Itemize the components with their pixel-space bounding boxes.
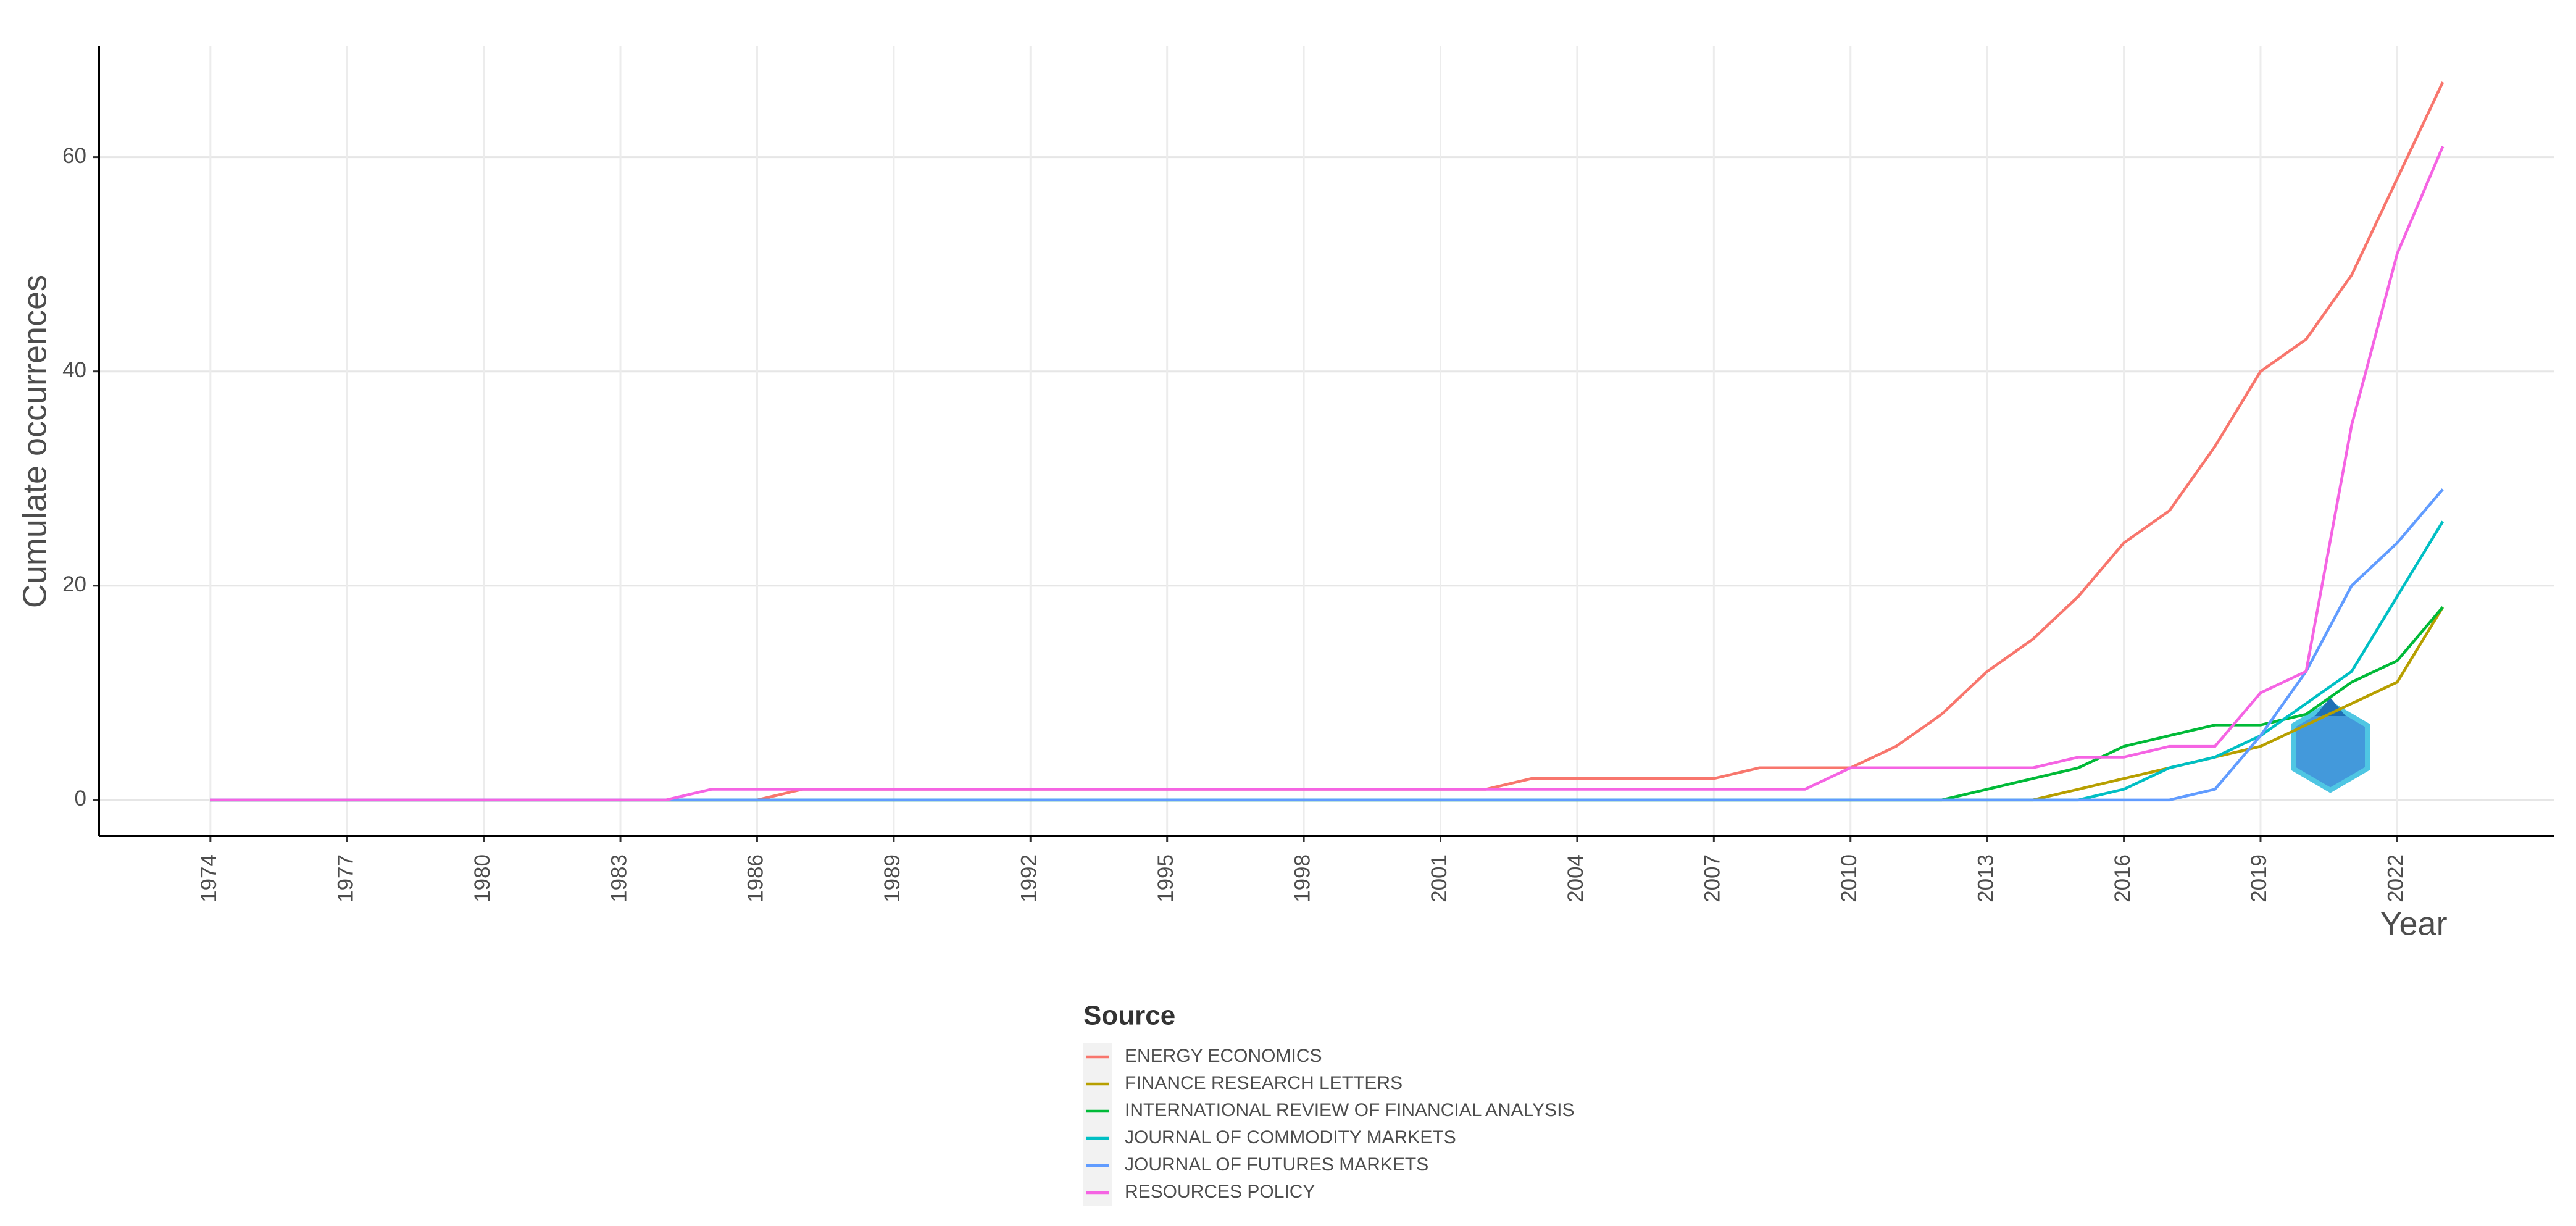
x-tick-label: 1995 [1154, 854, 1178, 903]
x-tick-label: 1998 [1290, 854, 1314, 903]
x-tick-label: 1974 [197, 854, 221, 903]
legend-label: JOURNAL OF FUTURES MARKETS [1125, 1154, 1428, 1175]
x-tick-label: 2022 [2384, 854, 2408, 903]
legend-label: INTERNATIONAL REVIEW OF FINANCIAL ANALYS… [1125, 1100, 1574, 1120]
legend-label: FINANCE RESEARCH LETTERS [1125, 1073, 1403, 1093]
legend-title: Source [1083, 1001, 1175, 1031]
y-tick-label: 0 [75, 786, 86, 811]
x-tick-label: 1980 [470, 854, 494, 903]
y-tick-label: 20 [62, 572, 86, 596]
y-tick-label: 40 [62, 358, 86, 382]
y-tick-label: 60 [62, 144, 86, 168]
x-tick-label: 1992 [1017, 854, 1041, 903]
x-tick-label: 1977 [333, 854, 357, 903]
series-line [210, 81, 2445, 802]
x-tick-label: 2013 [1974, 854, 1998, 903]
x-tick-label: 1983 [607, 854, 631, 903]
legend-label: JOURNAL OF COMMODITY MARKETS [1125, 1127, 1456, 1148]
x-tick-label: 2007 [1701, 854, 1725, 903]
series-line [210, 146, 2445, 802]
series-line [210, 606, 2444, 802]
x-tick-label: 2019 [2247, 854, 2271, 903]
x-tick-label: 2001 [1427, 854, 1451, 903]
legend-label: ENERGY ECONOMICS [1125, 1046, 1322, 1066]
x-tick-label: 1986 [744, 854, 768, 903]
x-axis-title: Year [2380, 905, 2447, 942]
x-tick-label: 2004 [1564, 854, 1588, 903]
x-tick-label: 2010 [1837, 854, 1861, 903]
x-tick-label: 1989 [880, 854, 904, 903]
y-axis-title: Cumulate occurrences [16, 275, 53, 608]
x-tick-label: 2016 [2111, 854, 2135, 903]
series-line [210, 606, 2445, 802]
watermark-logo [2291, 698, 2370, 793]
legend-label: RESOURCES POLICY [1125, 1182, 1315, 1202]
